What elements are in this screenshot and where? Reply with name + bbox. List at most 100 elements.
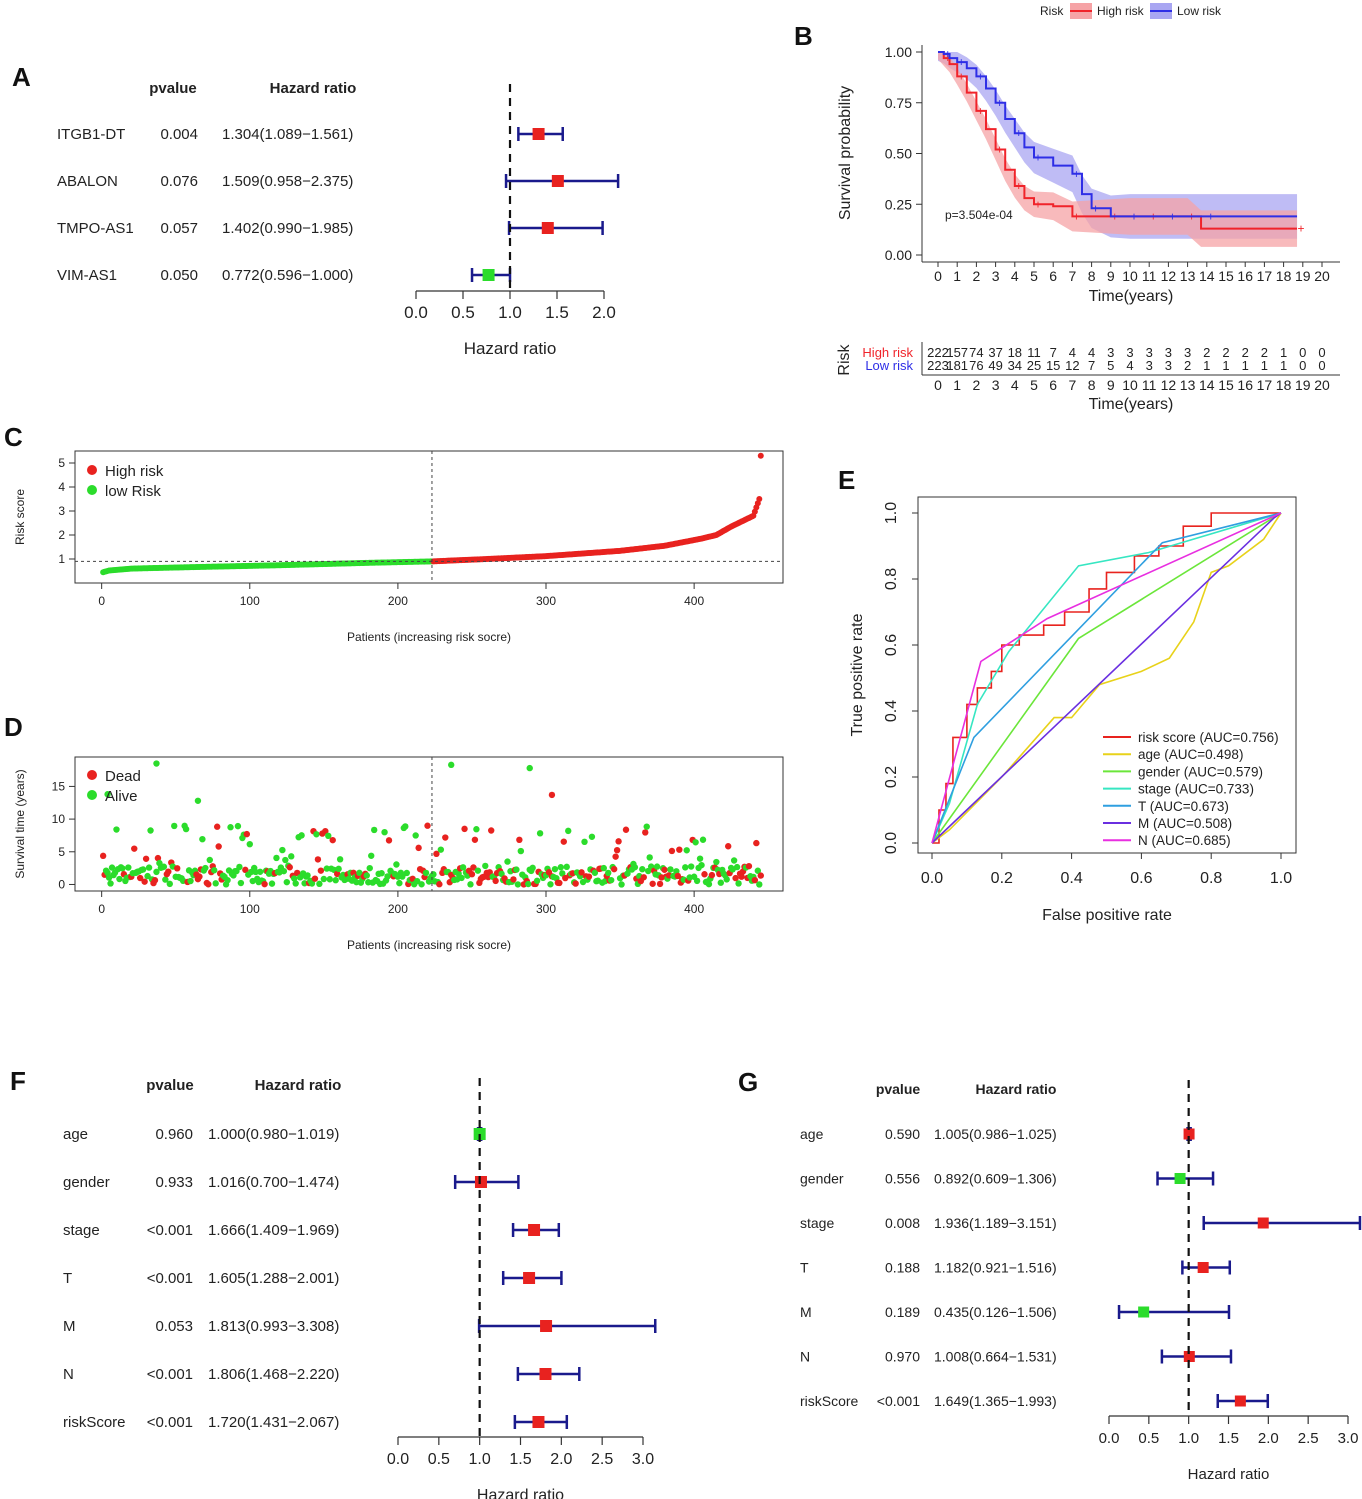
row-label: stage: [800, 1215, 834, 1231]
panel-label-e: E: [838, 465, 855, 495]
survival-point: [412, 832, 419, 839]
y-tick-label: 1: [58, 552, 65, 566]
survival-point: [298, 832, 305, 839]
table-count: 2: [1261, 345, 1268, 360]
panel-f-forest-plot: pvalue Hazard ratio age 0.960 1.000(0.980−1.…: [63, 1077, 657, 1499]
row-pvalue: 0.008: [885, 1215, 920, 1231]
x-tick-label: 0.6: [1130, 870, 1152, 887]
survival-point: [705, 880, 713, 888]
risk-point-outlier: [757, 452, 764, 459]
x-tick-label: 1.5: [1218, 1430, 1239, 1447]
survival-point: [735, 880, 742, 887]
censor-mark: +: [1034, 151, 1041, 165]
row-pvalue: 0.050: [160, 267, 198, 284]
survival-point: [656, 880, 664, 888]
x-tick-label: 0.0: [404, 303, 428, 322]
survival-point: [366, 864, 373, 872]
y-tick-label: 15: [52, 779, 66, 793]
row-pvalue: <0.001: [147, 1270, 193, 1287]
table-count: 2: [1203, 345, 1210, 360]
survival-point: [236, 863, 243, 871]
survival-point: [402, 823, 409, 830]
x-tick-label: 300: [536, 594, 556, 608]
survival-point: [557, 864, 565, 871]
header-hazard-ratio: Hazard ratio: [976, 1081, 1057, 1097]
survival-point: [600, 864, 607, 872]
x-tick-label: 0.5: [428, 1451, 450, 1468]
row-label: riskScore: [800, 1393, 859, 1409]
table-count: 181: [946, 358, 968, 373]
legend-label-high: High risk: [1097, 4, 1145, 18]
table-count: 157: [946, 345, 968, 360]
survival-point: [717, 879, 724, 886]
survival-point: [730, 857, 738, 864]
survival-point: [333, 870, 341, 878]
survival-point: [459, 864, 467, 871]
table-count: 2: [1184, 358, 1191, 373]
x-tick-label: 8: [1088, 268, 1096, 284]
row-label: T: [63, 1270, 72, 1287]
y-tick-label: 0.00: [885, 247, 912, 263]
survival-point: [547, 881, 554, 888]
x-tick-label: 200: [388, 902, 408, 916]
survival-point: [676, 846, 683, 853]
x-tick-label: 1.5: [545, 303, 569, 322]
survival-point: [311, 875, 319, 882]
survival-point: [733, 863, 741, 871]
table-count: 76: [969, 358, 983, 373]
roc-curve: [931, 512, 1282, 844]
survival-point: [458, 874, 465, 882]
survival-point: [529, 864, 536, 872]
survival-point: [757, 872, 764, 879]
y-tick-label: 1.00: [885, 44, 912, 60]
row-label: age: [800, 1126, 824, 1142]
survival-point: [182, 825, 190, 833]
legend-label-dead: Dead: [105, 768, 141, 785]
y-tick-label: 0.4: [883, 700, 900, 722]
legend-label: risk score (AUC=0.756): [1138, 730, 1279, 745]
survival-point: [751, 876, 759, 884]
y-tick-label: 4: [58, 480, 65, 494]
survival-point: [588, 833, 596, 840]
plot-frame: [74, 450, 784, 584]
survival-point: [206, 856, 213, 864]
table-count: 37: [988, 345, 1002, 360]
header-pvalue: pvalue: [149, 80, 197, 97]
table-count: 1: [1280, 345, 1287, 360]
x-tick-label: 5: [1030, 268, 1038, 284]
survival-point: [713, 858, 720, 866]
survival-point: [246, 840, 253, 848]
table-count: 0: [1318, 358, 1325, 373]
censor-mark: +: [958, 69, 965, 83]
y-tick-label: 0.8: [883, 568, 900, 590]
panel-label-g: G: [738, 1067, 758, 1097]
x-tick-label: 14: [1199, 268, 1215, 284]
survival-point: [308, 880, 316, 887]
survival-point: [513, 866, 520, 873]
row-pvalue: 0.556: [885, 1171, 920, 1187]
survival-point: [368, 852, 375, 859]
survival-point: [442, 834, 449, 841]
x-tick-label: 3.0: [1338, 1430, 1359, 1447]
panel-a-forest-plot: pvalue Hazard ratio ITGB1-DT 0.004 1.304(1.0…: [57, 80, 620, 358]
row-pvalue: <0.001: [147, 1414, 193, 1431]
table-count: 34: [1008, 358, 1022, 373]
x-tick-label: 1.0: [1270, 870, 1292, 887]
x-tick-label: 15: [1218, 268, 1234, 284]
table-x-tick-label: 8: [1088, 377, 1096, 393]
legend-key-dead: [87, 770, 97, 780]
survival-point: [610, 865, 618, 873]
hazard-ratio-marker: [532, 128, 545, 140]
survival-point: [668, 847, 676, 855]
table-x-tick-label: 18: [1276, 377, 1292, 393]
survival-point: [560, 838, 567, 845]
survival-point: [572, 880, 579, 887]
row-hazard-text: 1.720(1.431−2.067): [208, 1414, 339, 1431]
table-count: 3: [1126, 345, 1133, 360]
header-pvalue: pvalue: [876, 1081, 921, 1097]
x-tick-label: 2: [973, 268, 981, 284]
y-tick-label: 2: [58, 528, 65, 542]
table-x-tick-label: 11: [1142, 377, 1157, 393]
row-label: gender: [63, 1174, 110, 1191]
survival-point: [565, 827, 572, 835]
